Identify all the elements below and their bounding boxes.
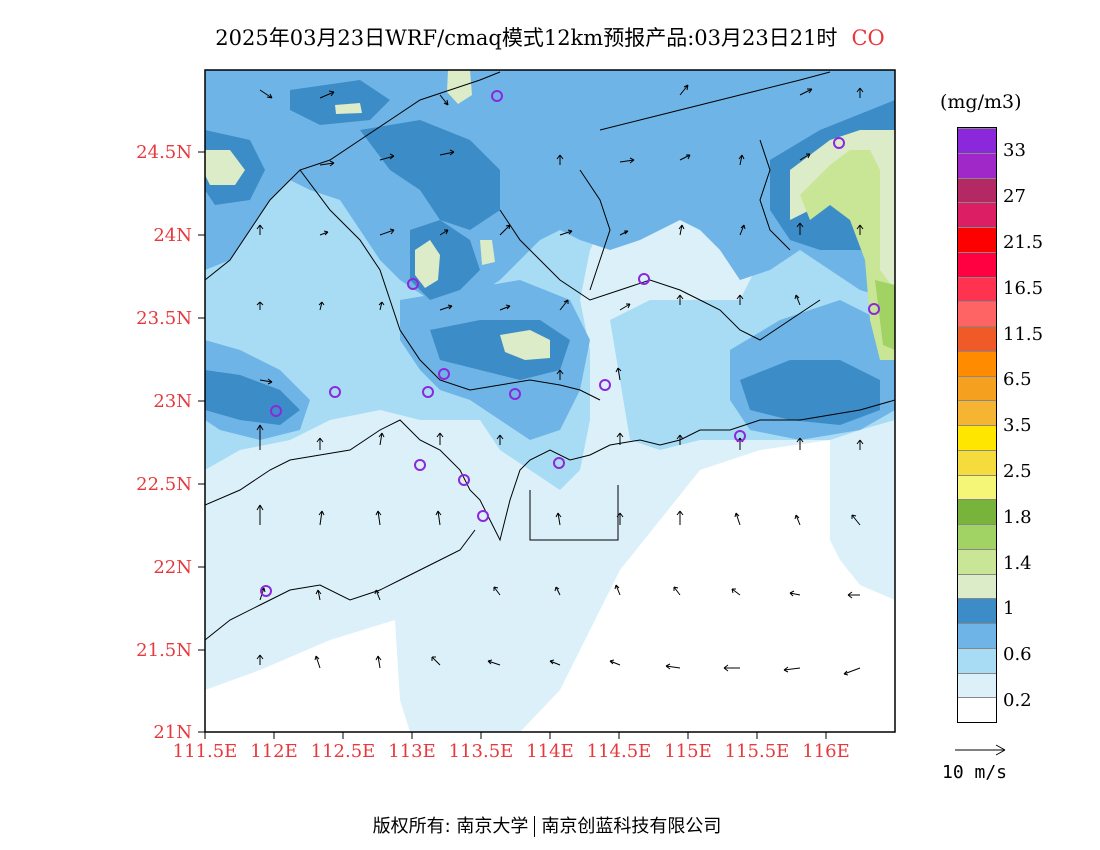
species-label: CO [851,26,885,50]
colorbar-label: 1.4 [1003,553,1032,574]
boundary-lines [205,71,895,641]
reference-vector-label: 10 m/s [942,762,1008,783]
colorbar-label: 3.5 [1003,415,1032,436]
colorbar-swatch [958,227,996,252]
lon-label: 112.5E [310,741,376,762]
colorbar-label: 16.5 [1003,278,1044,299]
lon-label: 114E [526,741,574,762]
colorbar-swatch [958,573,996,599]
colorbar-swatch [958,375,996,401]
map-title: 2025年03月23日WRF/cmaq模式12km预报产品:03月23日21时 C… [0,22,1100,52]
lon-label: 114.5E [586,741,652,762]
colorbar-swatch [958,623,996,648]
colorbar-label: 0.2 [1003,690,1032,711]
wind-vectors [256,84,864,676]
lat-label: 24N [153,225,192,246]
lon-label: 113E [388,741,436,762]
lon-label: 112E [250,741,298,762]
colorbar-swatch [958,598,996,623]
title-text: 2025年03月23日WRF/cmaq模式12km预报产品:03月23日21时 [215,26,838,50]
lat-label: 21N [153,722,192,743]
colorbar-swatch [958,672,996,698]
colorbar-swatch [958,474,996,500]
lat-label: 22.5N [136,474,192,495]
colorbar-swatch [958,202,996,227]
colorbar-swatch [958,697,996,722]
colorbar-swatch [958,499,996,524]
colorbar-swatch [958,177,996,203]
lon-label: 113.5E [448,741,514,762]
colorbar-label: 33 [1003,140,1026,161]
colorbar-swatch [958,400,996,425]
lon-label: 115.5E [724,741,790,762]
colorbar-label: 11.5 [1003,324,1044,345]
lat-label: 24.5N [136,142,192,163]
axis-ticks [198,151,827,739]
colorbar-swatch [958,449,996,475]
lat-label: 23.5N [136,308,192,329]
lat-label: 21.5N [136,640,192,661]
colorbar-swatch [958,326,996,351]
lat-label: 23N [153,391,192,412]
colorbar-swatch [958,425,996,450]
colorbar-swatch [958,152,996,178]
colorbar [957,127,997,723]
colorbar-swatch [958,350,996,376]
station-markers [260,90,880,597]
copyright-footer: 版权所有: 南京大学 南京创蓝科技有限公司 [0,812,1100,838]
colorbar-swatch [958,128,996,153]
lat-label: 22N [153,557,192,578]
colorbar-swatch [958,276,996,302]
reference-arrow [955,744,1006,756]
lon-label: 115E [664,741,712,762]
colorbar-label: 27 [1003,186,1026,207]
footer-left: 版权所有: 南京大学 [372,816,529,837]
lon-label: 116E [802,741,850,762]
colorbar-label: 0.6 [1003,644,1032,665]
colorbar-label: 1.8 [1003,507,1032,528]
colorbar-label: 2.5 [1003,461,1032,482]
footer-right: 南京创蓝科技有限公司 [534,816,722,837]
colorbar-swatch [958,647,996,673]
colorbar-swatch [958,301,996,326]
colorbar-unit: (mg/m3) [940,91,1022,113]
colorbar-label: 6.5 [1003,369,1032,390]
colorbar-swatch [958,251,996,277]
lon-label: 111.5E [172,741,238,762]
colorbar-label: 1 [1003,598,1015,619]
colorbar-swatch [958,524,996,549]
colorbar-label: 21.5 [1003,232,1044,253]
concentration-field [205,70,895,732]
colorbar-swatch [958,548,996,574]
